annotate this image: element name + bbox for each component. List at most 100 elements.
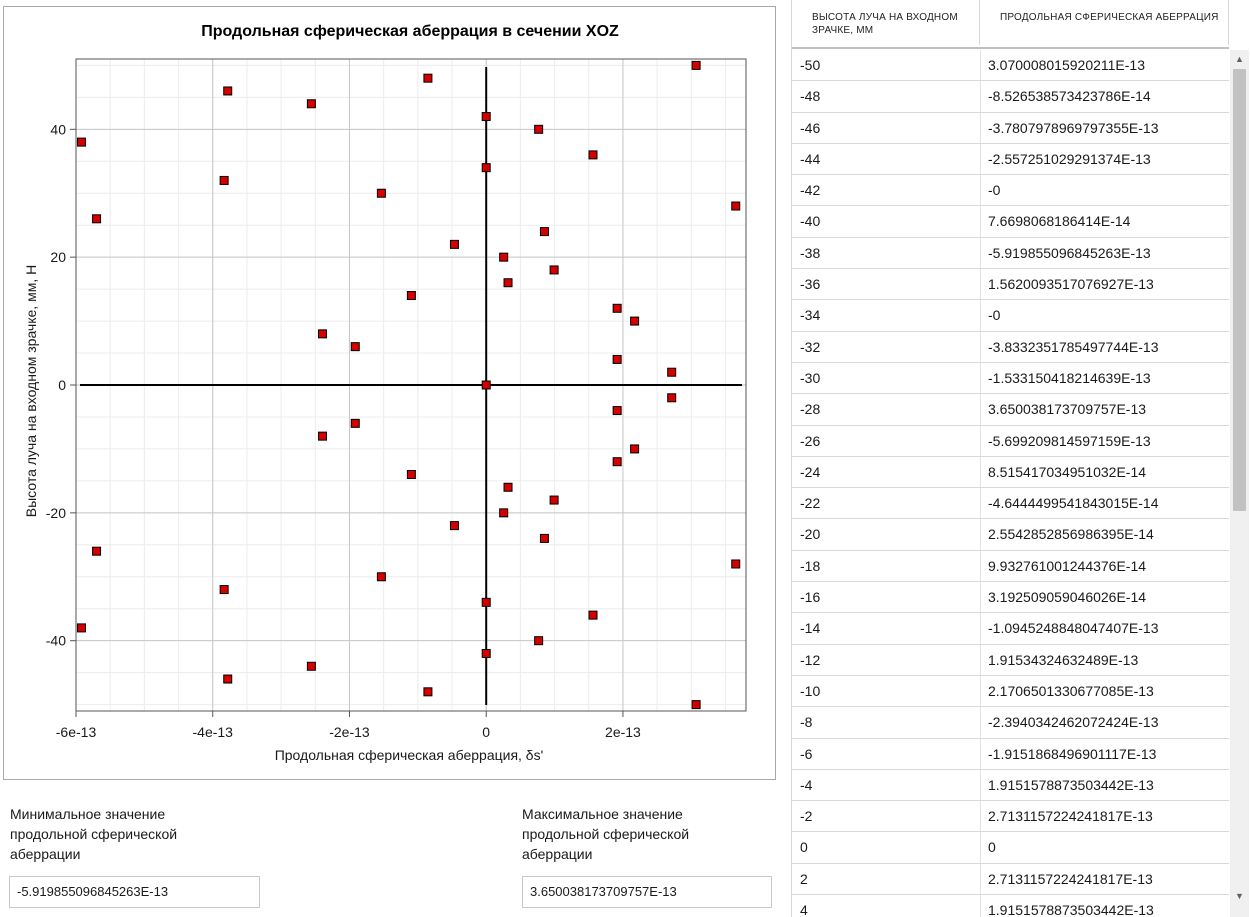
table-row[interactable]: -26 -5.699209814597159E-13 [792, 425, 1229, 457]
column-divider [980, 50, 981, 81]
table-row[interactable]: -12 1.91534324632489E-13 [792, 644, 1229, 676]
column-divider [980, 143, 981, 175]
cell-height: 0 [800, 839, 808, 856]
cell-aberration: 2.7131157224241817E-13 [988, 808, 1153, 825]
data-point [481, 597, 491, 607]
data-point [612, 303, 622, 313]
cell-aberration: -0 [988, 307, 1001, 324]
table-row[interactable]: -46 -3.7807978969797355E-13 [792, 112, 1229, 144]
cell-height: -50 [800, 57, 821, 73]
data-point [423, 73, 433, 83]
data-point [92, 214, 102, 224]
cell-aberration: -0 [988, 182, 1001, 199]
table-row[interactable]: -22 -4.6444499541843015E-14 [792, 488, 1229, 520]
data-point [612, 406, 622, 416]
cell-height: -10 [800, 682, 821, 699]
table-row[interactable]: -2 2.7131157224241817E-13 [792, 801, 1229, 833]
cell-aberration: -4.6444499541843015E-14 [988, 495, 1159, 512]
chart-panel: Продольная сферическая аберрация в сечен… [3, 6, 776, 780]
table-row[interactable]: -50 3.070008015920211E-13 [792, 50, 1229, 82]
table-row[interactable]: -38 -5.919855096845263E-13 [792, 237, 1229, 270]
cell-height: -48 [800, 88, 821, 105]
scroll-thumb[interactable] [1233, 69, 1246, 511]
column-divider [980, 675, 981, 707]
cell-height: -20 [800, 526, 821, 543]
zero-axes [80, 67, 742, 705]
data-point [76, 137, 86, 147]
table-row[interactable]: -40 7.6698068186414E-14 [792, 206, 1229, 238]
table-row[interactable]: -48 -8.526538573423786E-14 [792, 81, 1229, 113]
column-divider [980, 738, 981, 769]
column-divider [980, 644, 981, 675]
cell-aberration: 2.5542852856986395E-14 [988, 526, 1154, 543]
data-point [534, 636, 544, 646]
table-row[interactable]: -42 -0 [792, 175, 1229, 207]
table-row[interactable]: -8 -2.3940342462072424E-13 [792, 707, 1229, 739]
column-divider [980, 488, 981, 519]
max-value-field[interactable]: 3.650038173709757E-13 [522, 876, 772, 908]
cell-aberration: 8.515417034951032E-14 [988, 463, 1147, 480]
data-point [691, 700, 701, 710]
data-point [481, 380, 491, 390]
grid-header: Высота луча на входном зрачке, мм Продол… [792, 0, 1229, 49]
cell-aberration: -5.919855096845263E-13 [988, 244, 1151, 261]
cell-aberration: 7.6698068186414E-14 [988, 213, 1131, 230]
table-row[interactable]: 4 1.9151578873503442E-13 [792, 895, 1229, 917]
data-point [223, 674, 233, 684]
cell-aberration: -1.0945248848047407E-13 [988, 620, 1159, 637]
table-row[interactable]: -36 1.5620093517076927E-13 [792, 269, 1229, 301]
data-point [92, 546, 102, 556]
table-row[interactable]: -10 2.1706501330677085E-13 [792, 675, 1229, 708]
data-point [481, 648, 491, 658]
cell-aberration: 1.5620093517076927E-13 [988, 276, 1154, 293]
table-row[interactable]: -28 3.650038173709757E-13 [792, 394, 1229, 426]
cell-height: 4 [800, 902, 808, 917]
cell-height: -30 [800, 369, 821, 386]
column-header-aberration[interactable]: Продольная сферическая аберрация [980, 0, 1229, 45]
data-point [539, 533, 549, 543]
scroll-down-arrow-icon[interactable]: ▼ [1235, 891, 1244, 901]
data-point [731, 559, 741, 569]
table-row[interactable]: -16 3.192509059046026E-14 [792, 582, 1229, 614]
table-row[interactable]: -6 -1.9151868496901117E-13 [792, 738, 1229, 770]
cell-aberration: -3.8332351785497744E-13 [988, 338, 1159, 355]
data-point [499, 508, 509, 518]
table-row[interactable]: -18 9.932761001244376E-14 [792, 550, 1229, 583]
data-point [423, 687, 433, 697]
table-row[interactable]: -44 -2.557251029291374E-13 [792, 143, 1229, 176]
table-row[interactable]: -34 -0 [792, 300, 1229, 332]
cell-height: -38 [800, 244, 821, 261]
column-divider [980, 832, 981, 863]
scroll-up-arrow-icon[interactable]: ▲ [1235, 54, 1244, 64]
column-divider [980, 269, 981, 300]
column-divider [980, 769, 981, 801]
data-point [667, 393, 677, 403]
table-row[interactable]: 2 2.7131157224241817E-13 [792, 863, 1229, 896]
table-row[interactable]: -4 1.9151578873503442E-13 [792, 769, 1229, 802]
cell-height: -2 [800, 808, 813, 825]
cell-height: -18 [800, 557, 821, 574]
cell-height: -8 [800, 714, 813, 731]
data-point [219, 585, 229, 595]
table-row[interactable]: -20 2.5542852856986395E-14 [792, 519, 1229, 551]
min-value-field[interactable]: -5.919855096845263E-13 [9, 876, 260, 908]
table-row[interactable]: -14 -1.0945248848047407E-13 [792, 613, 1229, 645]
cell-height: -12 [800, 651, 821, 668]
column-divider [980, 863, 981, 895]
data-point [588, 150, 598, 160]
vertical-scrollbar[interactable]: ▲ ▼ [1230, 50, 1249, 917]
y-tick-label: 0 [58, 377, 66, 393]
data-point [76, 623, 86, 633]
cell-height: -26 [800, 432, 821, 449]
column-header-height[interactable]: Высота луча на входном зрачке, мм [792, 0, 980, 45]
cell-height: -24 [800, 463, 821, 480]
cell-height: -34 [800, 307, 821, 324]
data-point [691, 60, 701, 70]
table-row[interactable]: -32 -3.8332351785497744E-13 [792, 331, 1229, 363]
data-point [630, 316, 640, 326]
table-row[interactable]: -30 -1.533150418214639E-13 [792, 362, 1229, 395]
table-row[interactable]: -24 8.515417034951032E-14 [792, 456, 1229, 489]
cell-height: -14 [800, 620, 821, 637]
y-axis-label: Высота луча на входном зрачке, мм, H [23, 265, 39, 517]
